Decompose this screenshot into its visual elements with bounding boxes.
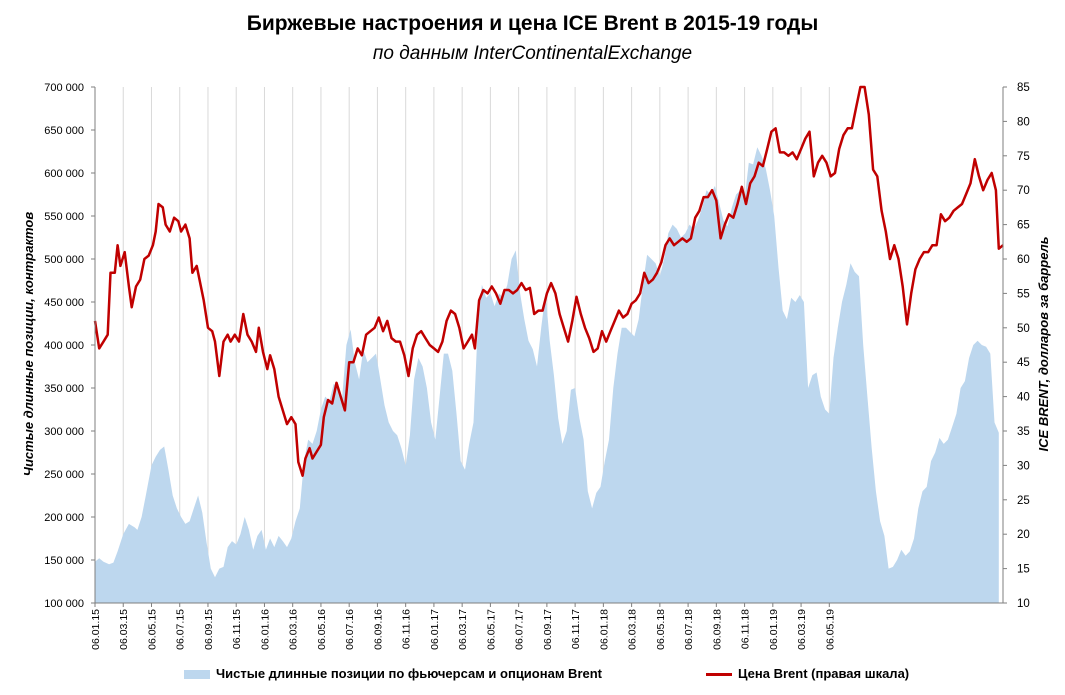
x-tick-label: 06.11.18 [740, 609, 752, 649]
x-tick-label: 06.09.16 [372, 609, 384, 650]
y-right-tick-label: 65 [1017, 220, 1030, 232]
y-right-tick-label: 60 [1017, 254, 1030, 266]
legend-area-swatch [184, 670, 210, 680]
x-tick-label: 06.05.16 [316, 609, 328, 650]
x-tick-label: 06.03.15 [118, 609, 130, 650]
left-axis-ticks: 100 000 150 000 200 000 250 000 300 000 350 0… [44, 82, 95, 610]
y-left-tick-label: 350 000 [44, 383, 84, 395]
x-tick-label: 06.03.19 [796, 609, 808, 650]
x-tick-label: 06.03.17 [457, 609, 469, 650]
x-tick-label: 06.03.18 [627, 609, 639, 650]
y-right-tick-label: 35 [1017, 426, 1030, 438]
x-tick-label: 06.05.15 [146, 609, 158, 650]
x-tick-label: 06.07.18 [683, 609, 695, 650]
x-tick-label: 06.01.18 [598, 609, 610, 650]
y-left-tick-label: 400 000 [44, 340, 84, 352]
y-right-tick-label: 30 [1017, 460, 1030, 472]
y-right-tick-label: 25 [1017, 495, 1030, 507]
x-tick-label: 06.09.18 [711, 609, 723, 650]
y-left-tick-label: 300 000 [44, 426, 84, 438]
y-left-tick-label: 500 000 [44, 254, 84, 266]
y-left-tick-label: 550 000 [44, 211, 84, 223]
chart-subtitle: по данным InterContinentalExchange [372, 43, 693, 64]
x-tick-label: 06.03.16 [288, 609, 300, 650]
x-axis-ticks: 06.01.15 06.03.15 06.05.15 06.07.15 06.09.15… [90, 603, 836, 650]
legend: Чистые длинные позиции по фьючерсам и оп… [0, 666, 1065, 686]
y-right-tick-label: 50 [1017, 323, 1030, 335]
y-left-tick-label: 700 000 [44, 82, 84, 94]
net-long-area [95, 147, 999, 603]
y-right-tick-label: 45 [1017, 357, 1030, 369]
x-tick-label: 06.11.17 [570, 609, 582, 649]
x-tick-label: 06.07.15 [175, 609, 187, 650]
x-tick-label: 06.11.15 [231, 609, 243, 649]
y-right-tick-label: 80 [1017, 116, 1030, 128]
brent-price-line [93, 85, 1004, 477]
y-right-tick-label: 75 [1017, 151, 1030, 163]
legend-label-net-long: Чистые длинные позиции по фьючерсам и оп… [216, 666, 603, 681]
x-tick-label: 06.05.17 [485, 609, 497, 650]
y-left-tick-label: 450 000 [44, 297, 84, 309]
x-tick-label: 06.09.17 [542, 609, 554, 650]
y-right-tick-label: 70 [1017, 185, 1030, 197]
x-tick-label: 06.05.18 [655, 609, 667, 650]
chart-title: Биржевые настроения и цена ICE Brent в 2… [246, 12, 819, 35]
y-left-tick-label: 100 000 [44, 598, 84, 610]
y-left-tick-label: 250 000 [44, 469, 84, 481]
legend-label-brent-price: Цена Brent (правая шкала) [738, 666, 910, 681]
legend-item-net-long: Чистые длинные позиции по фьючерсам и оп… [184, 666, 602, 681]
x-tick-label: 06.07.16 [344, 609, 356, 650]
x-tick-label: 06.01.15 [90, 609, 102, 650]
legend-line-swatch [706, 673, 732, 677]
right-axis-ticks: 10 15 20 25 30 35 40 45 50 55 60 65 70 75 80 85 [1003, 82, 1030, 610]
y-left-tick-label: 200 000 [44, 512, 84, 524]
y-left-tick-label: 650 000 [44, 125, 84, 137]
y-axis-right-label: ICE BRENT, долларов за баррель [1036, 237, 1051, 452]
x-tick-label: 06.01.16 [259, 609, 271, 650]
y-right-tick-label: 40 [1017, 392, 1030, 404]
y-right-tick-label: 10 [1017, 598, 1030, 610]
y-axis-left-label: Чистые длинные позиции, контрактов [21, 212, 36, 477]
x-tick-label: 06.11.16 [401, 609, 413, 649]
x-tick-label: 06.01.17 [429, 609, 441, 650]
legend-item-brent-price: Цена Brent (правая шкала) [706, 666, 909, 681]
x-tick-label: 06.05.19 [824, 609, 836, 650]
x-tick-label: 06.01.19 [768, 609, 780, 650]
y-left-tick-label: 600 000 [44, 168, 84, 180]
x-tick-label: 06.09.15 [203, 609, 215, 650]
y-left-tick-label: 150 000 [44, 555, 84, 567]
y-right-tick-label: 20 [1017, 529, 1030, 541]
y-right-tick-label: 85 [1017, 82, 1030, 94]
x-tick-label: 06.07.17 [514, 609, 526, 650]
y-right-tick-label: 55 [1017, 288, 1030, 300]
y-right-tick-label: 15 [1017, 564, 1030, 576]
